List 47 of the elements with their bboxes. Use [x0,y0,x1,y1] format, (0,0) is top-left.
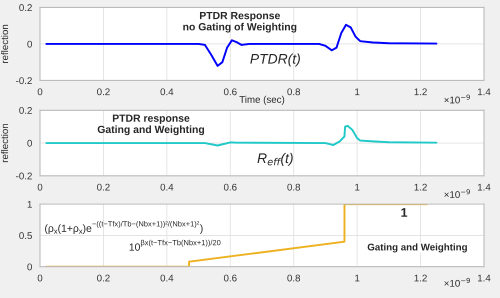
x-tick-label: 1.2 [414,88,427,96]
annotation: PTDR(t) [250,54,300,66]
y-tick-label: 0.2 [19,106,32,114]
y-tick-label: 0 [27,140,32,147]
x-tick-label: 0 [38,184,42,191]
annotation: PTDR response Gating and Weighting [98,114,204,136]
x-tick-label: 1.4 [478,184,490,191]
annotation: 1 [401,208,408,217]
x-tick-label: 0.2 [97,184,110,191]
x-tick-label: 1.2 [414,274,427,282]
y-tick-label: 0 [27,40,32,48]
x-tick-label: 1 [355,184,360,191]
x-tick-label: 0.8 [287,88,300,96]
text: ×10$^{−9}$ [444,278,470,287]
x-tick-label: 0.4 [160,88,174,96]
text: ×10$^{−9}$ [444,189,470,198]
line-series [45,24,438,67]
x-tick-label: 0.4 [160,184,174,191]
x-tick-label: 0 [38,88,42,96]
y-axis-title: reflection [0,24,8,64]
x-tick-label: 0.6 [224,88,237,96]
x-tick-label: 1.4 [478,274,490,282]
x-tick-label: 0.8 [287,274,300,282]
x-tick-label: 1 [355,88,360,96]
y-tick-label: -0.2 [16,172,32,180]
x-tick-label: 0.6 [224,274,237,282]
x-tick-label: 0.4 [160,274,174,282]
y-tick-label: 0 [27,263,32,270]
x-tick-label: 0.6 [224,184,237,191]
x-tick-label: 0.2 [97,274,110,282]
x-tick-label: 0.8 [287,184,300,191]
x-axis-title: Time (sec) [239,96,284,105]
y-axis-title: reflection [0,124,8,162]
x-tick-label: 0 [38,274,42,282]
x-tick-label: 1.2 [414,184,427,191]
y-tick-label: 1 [28,200,32,208]
annotation: R$_{eff}$(t) [257,152,293,166]
annotation: Gating and Weighting [368,243,467,252]
y-tick-label: 0.5 [19,232,32,240]
x-tick-label: 0.2 [97,88,110,96]
x-tick-label: 1 [355,274,360,282]
x-tick-label: 1.4 [478,88,490,96]
text: ×10$^{−9}$ [444,94,470,104]
y-tick-label: 0.2 [19,4,32,12]
y-tick-label: -0.2 [16,77,32,84]
line-series [45,124,438,146]
annotation: PTDR Response no Gating of Weighting [183,12,296,33]
